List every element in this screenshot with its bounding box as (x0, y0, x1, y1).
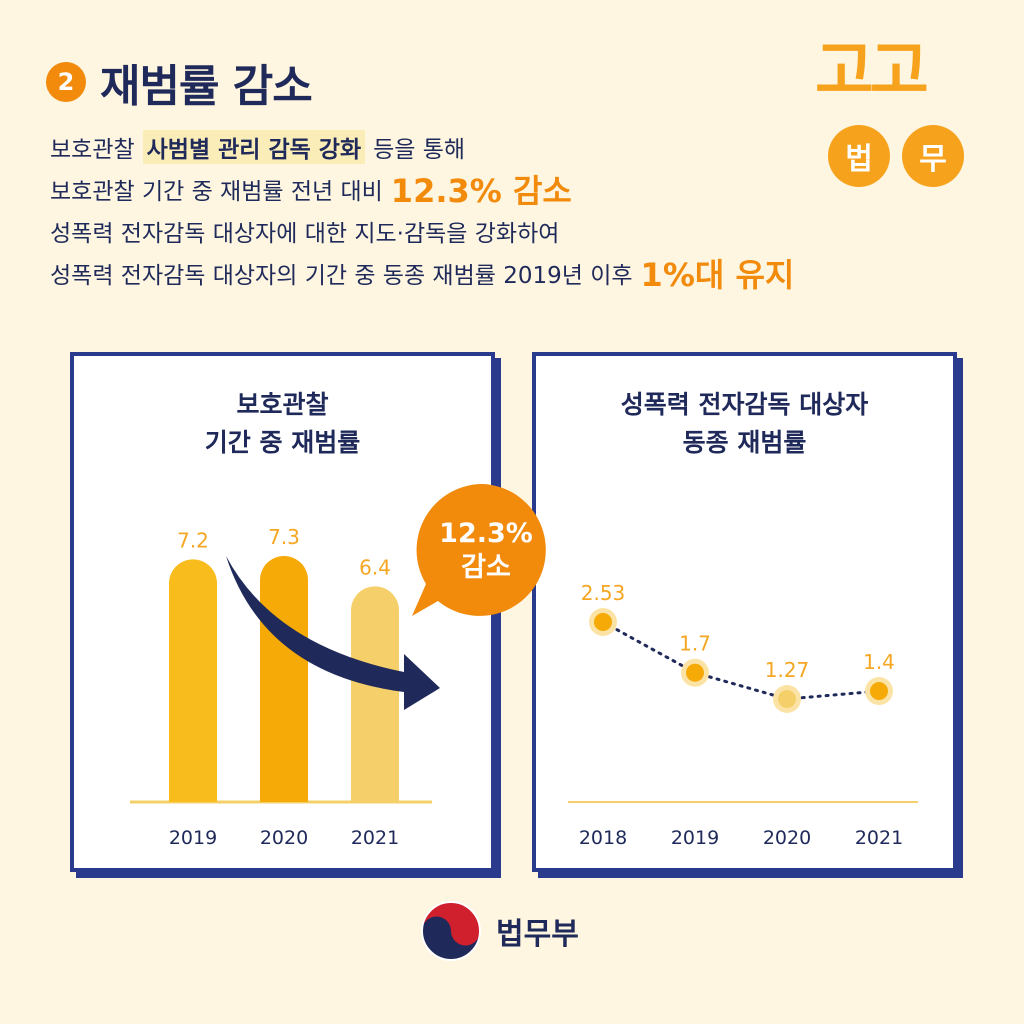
intro-line-4-text: 성폭력 전자감독 대상자의 기간 중 동종 재범률 2019년 이후 (50, 263, 633, 289)
ministry-footer: 법무부 (420, 900, 579, 962)
callout-bubble-shape (412, 483, 546, 616)
recidivism-trend-line (601, 620, 881, 701)
decrease-callout-bubble: 12.3% 감소 (412, 483, 546, 616)
data-point-2021 (870, 682, 888, 701)
line-category-label-2021: 2021 (855, 827, 903, 849)
ministry-name: 법무부 (496, 917, 579, 952)
callout-label: 감소 (461, 552, 511, 583)
intro-line-4: 성폭력 전자감독 대상자의 기간 중 동종 재범률 2019년 이후 1%대 유… (50, 252, 910, 294)
intro-line-4-emphasis: 1%대 유지 (640, 256, 795, 294)
point-value-label-2019: 1.7 (679, 632, 711, 656)
logo-badges: 법 무 (828, 125, 976, 187)
line-category-label-2018: 2018 (579, 827, 627, 849)
line-category-label-2019: 2019 (671, 827, 719, 849)
bar-value-label-2021: 6.4 (359, 555, 391, 579)
section-number-badge: 2 (46, 62, 86, 102)
probation-chart-title-line-1: 보호관찰 (236, 390, 329, 419)
bar-value-label-2019: 7.2 (177, 528, 209, 552)
logo-circle-beop: 법 (828, 125, 890, 187)
intro-line-1-suffix: 등을 통해 (373, 137, 466, 163)
probation-chart-title: 보호관찰 기간 중 재범률 (74, 386, 491, 462)
monitoring-chart-title-line-1: 성폭력 전자감독 대상자 (620, 390, 869, 419)
ministry-emblem-icon (421, 901, 481, 961)
section-header: 2 재범률 감소 (46, 50, 313, 114)
data-point-2018 (594, 613, 612, 631)
logo-circle-mu: 무 (902, 125, 964, 187)
intro-line-2-text: 보호관찰 기간 중 재범률 전년 대비 (50, 179, 383, 205)
electronic-monitoring-card: 성폭력 전자감독 대상자 동종 재범률 2.53 2018 1.7 2019 1.27 2… (532, 352, 957, 872)
intro-text: 보호관찰 사범별 관리 감독 강화 등을 통해 보호관찰 기간 중 재범률 전년… (50, 126, 910, 294)
intro-line-2: 보호관찰 기간 중 재범률 전년 대비 12.3% 감소 (50, 168, 910, 210)
monitoring-chart-title-line-2: 동종 재범률 (682, 428, 807, 457)
bar-category-label-2020: 2020 (260, 827, 308, 849)
bar-2021 (351, 586, 399, 802)
bar-category-label-2019: 2019 (169, 827, 217, 849)
callout-percent: 12.3% (439, 518, 533, 549)
decrease-trend-arrow (226, 556, 440, 710)
bar-category-label-2021: 2021 (351, 827, 399, 849)
logo-gogo: 고고 (815, 35, 929, 109)
monitoring-line-chart: 2.53 2018 1.7 2019 1.27 2020 1.4 2021 (568, 581, 918, 849)
monitoring-chart-title: 성폭력 전자감독 대상자 동종 재범률 (536, 386, 953, 462)
section-title: 재범률 감소 (100, 61, 313, 112)
data-point-2020 (778, 690, 796, 708)
data-point-2019 (686, 663, 704, 682)
point-value-label-2021: 1.4 (863, 650, 895, 674)
intro-line-3-text: 성폭력 전자감독 대상자에 대한 지도·감독을 강화하여 (50, 221, 560, 247)
intro-line-3: 성폭력 전자감독 대상자에 대한 지도·감독을 강화하여 (50, 210, 910, 252)
intro-line-1: 보호관찰 사범별 관리 감독 강화 등을 통해 (50, 126, 910, 168)
bar-2019 (169, 559, 217, 802)
probation-chart-title-line-2: 기간 중 재범률 (204, 428, 361, 457)
probation-recidivism-card: 보호관찰 기간 중 재범률 7.2 2019 7.3 2020 6.4 2021 (70, 352, 495, 872)
bar-2020 (260, 556, 308, 802)
line-category-label-2020: 2020 (763, 827, 811, 849)
intro-line-2-emphasis: 12.3% 감소 (390, 172, 572, 210)
intro-line-1-text: 보호관찰 (50, 137, 135, 163)
intro-line-1-highlight: 사범별 관리 감독 강화 (142, 130, 366, 164)
point-value-label-2018: 2.53 (581, 581, 626, 605)
probation-bar-chart: 7.2 2019 7.3 2020 6.4 2021 (130, 525, 440, 849)
bar-value-label-2020: 7.3 (268, 525, 300, 549)
point-value-label-2020: 1.27 (765, 658, 810, 682)
